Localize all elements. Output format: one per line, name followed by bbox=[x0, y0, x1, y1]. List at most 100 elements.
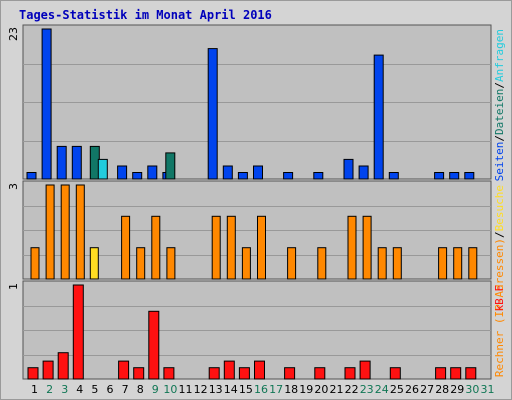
day-label: 7 bbox=[122, 383, 129, 396]
legend-entry: (IP-Adressen) bbox=[493, 238, 506, 331]
bar-rechner bbox=[287, 247, 297, 280]
bar-seiten bbox=[343, 158, 354, 180]
bar-kbf bbox=[133, 367, 145, 380]
bar-kbf bbox=[27, 367, 39, 380]
day-label: 2 bbox=[46, 383, 53, 396]
legend-entry: kB bbox=[493, 298, 506, 312]
bar-seiten bbox=[41, 28, 52, 180]
legend-kbytes: kB F bbox=[493, 285, 506, 312]
bar-seiten bbox=[283, 172, 294, 180]
day-label: 1 bbox=[31, 383, 38, 396]
bar-seiten bbox=[222, 165, 233, 180]
bar-seiten bbox=[388, 172, 399, 180]
bars-visits bbox=[30, 184, 478, 280]
bar-anfragen bbox=[97, 158, 108, 180]
day-label: 31 bbox=[481, 383, 495, 396]
bar-rechner bbox=[45, 184, 55, 280]
bar-dateien bbox=[165, 152, 176, 180]
bar-seiten bbox=[434, 172, 445, 180]
bar-seiten bbox=[26, 172, 37, 180]
bar-kbf bbox=[465, 367, 477, 380]
day-label: 28 bbox=[435, 383, 449, 396]
panel-kbytes: 1 kB F bbox=[7, 280, 506, 380]
day-label: 12 bbox=[194, 383, 208, 396]
day-label: 14 bbox=[224, 383, 238, 396]
bar-kbf bbox=[254, 360, 265, 380]
day-label: 23 bbox=[360, 383, 374, 396]
day-label: 20 bbox=[314, 383, 328, 396]
day-label: 19 bbox=[299, 383, 313, 396]
bar-kbf bbox=[435, 367, 447, 380]
day-label: 16 bbox=[254, 383, 268, 396]
bar-seiten bbox=[117, 165, 128, 180]
day-axis-labels: 1 2 3 4 5 6 7 8 9 10 11 12 13 14 15 16 17 18 19 20 21 22 23 24 2… bbox=[31, 383, 495, 396]
day-label: 11 bbox=[179, 383, 193, 396]
bar-kbf bbox=[42, 360, 54, 380]
bar-rechner bbox=[60, 184, 70, 280]
bar-seiten bbox=[71, 145, 82, 180]
bar-rechner bbox=[347, 215, 357, 280]
bar-kbf bbox=[57, 352, 69, 380]
bar-rechner bbox=[75, 184, 85, 280]
bar-kbf bbox=[389, 367, 401, 380]
bar-seiten bbox=[147, 165, 158, 180]
legend-entry: Seiten bbox=[493, 142, 506, 182]
bar-seiten bbox=[358, 165, 369, 180]
day-label: 15 bbox=[239, 383, 253, 396]
legend-entry: F bbox=[493, 285, 506, 298]
bar-seiten bbox=[313, 172, 324, 180]
bar-rechner bbox=[392, 247, 402, 280]
bar-kbf bbox=[359, 360, 371, 380]
y-max-label: 3 bbox=[7, 183, 20, 190]
day-label: 26 bbox=[405, 383, 419, 396]
bar-seiten bbox=[449, 172, 460, 180]
bar-seiten bbox=[132, 172, 143, 180]
legend-entry: Anfragen bbox=[493, 29, 506, 82]
bar-rechner bbox=[241, 247, 251, 280]
day-label: 8 bbox=[137, 383, 144, 396]
bar-kbf bbox=[284, 367, 296, 380]
bar-rechner bbox=[317, 247, 327, 280]
day-label: 25 bbox=[390, 383, 404, 396]
bars-hits bbox=[26, 28, 475, 180]
bar-rechner bbox=[362, 215, 372, 280]
legend-entry: / bbox=[493, 135, 506, 142]
bar-rechner bbox=[211, 215, 221, 280]
day-label: 6 bbox=[107, 383, 114, 396]
bar-kbf bbox=[450, 367, 462, 380]
day-label: 22 bbox=[345, 383, 359, 396]
chart-title: Tages-Statistik im Monat April 2016 bbox=[19, 8, 272, 22]
legend-entry: / bbox=[493, 82, 506, 89]
legend-entry: / bbox=[493, 231, 506, 238]
bar-kbf bbox=[148, 310, 160, 380]
day-label: 4 bbox=[76, 383, 83, 396]
bar-rechner bbox=[121, 215, 131, 280]
legend-hits: Seiten/Dateien/Anfragen bbox=[493, 29, 506, 181]
legend-entry: Dateien bbox=[493, 89, 506, 135]
bar-seiten bbox=[464, 172, 475, 180]
bar-kbf bbox=[344, 367, 356, 380]
bars-kbytes bbox=[27, 284, 477, 380]
day-label: 27 bbox=[420, 383, 434, 396]
legend-entry: Besuche bbox=[493, 185, 506, 231]
bar-rechner bbox=[136, 247, 146, 280]
bar-rechner bbox=[30, 247, 40, 280]
bar-kbf bbox=[223, 360, 235, 380]
bar-kbf bbox=[238, 367, 250, 380]
bar-rechner bbox=[151, 215, 161, 280]
day-label: 13 bbox=[209, 383, 223, 396]
day-label: 30 bbox=[465, 383, 479, 396]
bar-rechner bbox=[377, 247, 387, 280]
panel-visits: 3 Rechner (IP-Adressen)/Besuche bbox=[7, 180, 506, 377]
y-max-label: 1 bbox=[7, 283, 20, 290]
bar-rechner bbox=[438, 247, 448, 280]
day-label: 18 bbox=[284, 383, 298, 396]
bar-seiten bbox=[56, 145, 67, 180]
day-label: 24 bbox=[375, 383, 389, 396]
day-label: 9 bbox=[152, 383, 159, 396]
bar-besuche bbox=[89, 247, 99, 280]
bar-rechner bbox=[166, 247, 176, 280]
